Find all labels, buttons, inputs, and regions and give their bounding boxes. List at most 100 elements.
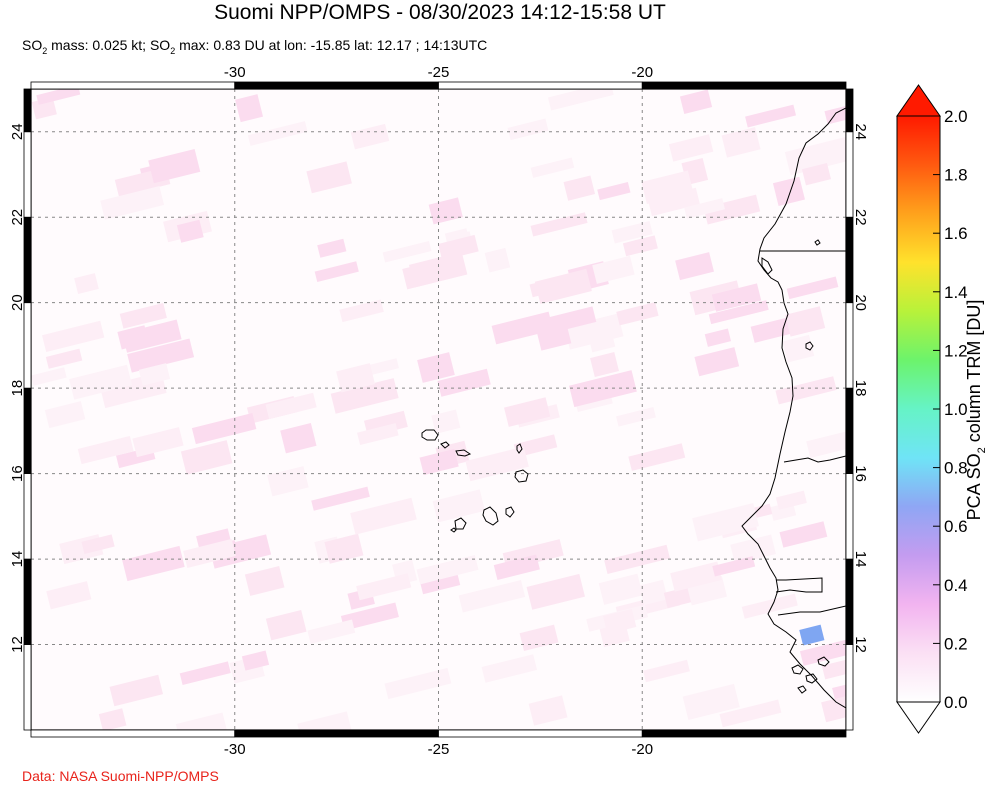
right-lat-label: 22 [852,209,869,226]
so2-pixel [196,528,232,550]
so2-pixel [307,619,356,644]
so2-pixel [31,96,57,120]
so2-pixel [176,219,204,243]
so2-pixel [604,544,670,574]
so2-pixel [668,134,714,162]
so2-pixel [772,176,805,207]
so2-pixel [175,712,228,730]
so2-pixel-layer [31,89,846,730]
so2-pixel [357,423,399,446]
so2-pixel [356,573,412,601]
so2-pixel [507,118,549,141]
so2-pixel [122,319,182,353]
so2-pixel [704,328,732,347]
so2-pixel [247,121,308,146]
so2-pixel [682,683,740,720]
cap-blanc [761,257,773,275]
santiago [482,506,499,526]
gambia-border [775,577,823,593]
so2-pixel [438,234,479,261]
boa-vista [514,469,529,483]
so2-pixel [209,534,272,569]
so2-pixel [109,674,164,707]
so2-pixel [534,268,592,304]
so2-pixel [458,579,526,613]
right-lat-label: 18 [852,380,869,397]
so2-pixel [340,602,399,631]
so2-pixel [416,554,479,585]
bijagos-island-4 [797,685,807,694]
so2-pixel [775,490,807,510]
so2-pixel [77,435,134,465]
so2-pixel [481,654,538,683]
so2-pixel [183,538,236,568]
so2-pixel [100,186,165,220]
so2-pixel [597,182,631,201]
so2-pixel [784,136,846,176]
so2-pixel [419,448,459,476]
so2-pixel [708,300,769,325]
so2-pixel [280,422,317,454]
so2-pixel [45,348,83,369]
colorbar-tick-label: 0.0 [944,693,968,712]
left-lat-label: 12 [9,636,26,653]
so2-pixel [616,302,659,326]
top-lon-label: -25 [428,64,450,81]
so2-pixel [306,161,352,194]
colorbar-min-arrow [896,701,941,734]
so2-pixel [821,657,846,680]
so2-pixel [241,650,270,671]
so2-pixel [46,581,92,610]
so2-pixel [339,299,384,323]
so2-pixel [530,157,575,178]
left-lat-label: 24 [9,123,26,140]
so2-pixel [402,254,468,290]
bottom-lon-label: -20 [631,741,653,758]
so2-pixel [670,561,722,592]
so2-pixel [628,443,686,471]
so2-pixel [530,212,588,237]
so2-pixel [611,220,653,244]
so2-pixel [493,554,540,581]
so2-pixel [265,392,317,420]
so2-pixel [317,238,347,258]
bottom-lon-label: -25 [428,741,450,758]
so2-pixel [191,413,257,445]
so2-pixel [592,255,635,284]
so2-pixel [311,486,370,511]
so2-pixel [127,338,195,373]
bottom-border-band [641,729,847,738]
bijagos-island-1 [791,664,804,675]
so2-pixel [265,609,307,641]
so2-pixel [647,187,700,217]
so2-pixel [786,276,839,300]
axis-tick-labels: -30 -30 -25 -25 -20 -20 12 12 14 14 16 16 18 18 20 20 22… [9,64,869,758]
colorbar-tick-label: 1.2 [944,341,968,360]
graticule [31,89,846,730]
coastal-islet [814,239,821,246]
coastlines-borders [741,107,846,709]
right-lat-label: 16 [852,465,869,482]
colorbar-tick-label: 1.6 [944,224,968,243]
so2-pixel [643,659,690,683]
so2-pixel [350,497,417,535]
colorbar-tick-label: 1.4 [944,283,968,302]
maio [505,506,515,518]
so2-pixel [821,694,846,723]
so2-pixel [568,370,637,408]
so2-pixel [782,334,815,363]
so2-pixel [801,163,831,186]
right-lat-label: 12 [852,636,869,653]
colorbar-tick-label: 0.8 [944,459,968,478]
so2-pixel [330,378,399,414]
so2-pixel [132,427,184,458]
so2-pixel [684,198,725,219]
so2-pixel [639,579,668,606]
colorbar-ticks: 0.0 0.2 0.4 0.6 0.8 1.0 1.2 1.4 1.6 1.8 2.0 [933,107,968,712]
so2-pixel [711,283,762,312]
brava [450,527,457,533]
sao-vicente [440,441,450,449]
so2-pixel [74,273,99,295]
so2-pixel [417,352,455,383]
